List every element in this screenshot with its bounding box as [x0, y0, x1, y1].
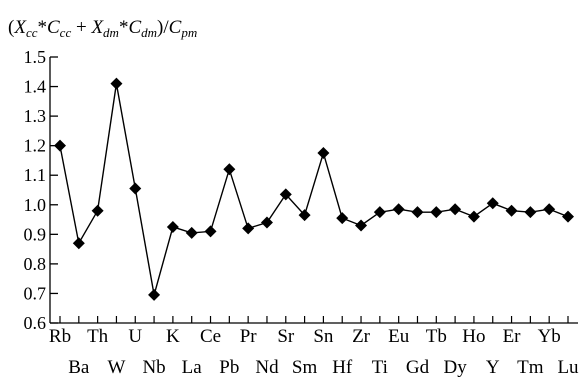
data-point-u	[129, 182, 142, 195]
x-tick-label: Zr	[352, 326, 371, 347]
x-tick-label: Gd	[406, 357, 430, 378]
x-tick-label: Yb	[538, 326, 561, 347]
data-point-eu	[392, 203, 405, 216]
data-point-nd	[260, 216, 273, 229]
y-tick-label: 1.5	[24, 47, 47, 67]
x-tick-label: Sm	[292, 357, 318, 378]
y-tick-label: 1.3	[24, 106, 47, 126]
x-tick-label: Y	[486, 357, 500, 378]
x-tick-label: Dy	[443, 357, 467, 378]
x-tick-label: K	[166, 326, 180, 347]
data-point-ho	[467, 210, 480, 223]
data-point-ti	[373, 206, 386, 219]
x-tick-label: Sr	[277, 326, 295, 347]
data-point-tb	[430, 206, 443, 219]
data-point-k	[166, 220, 179, 233]
y-tick-label: 0.7	[24, 283, 47, 303]
data-point-w	[110, 77, 123, 90]
x-tick-label: Nd	[255, 357, 279, 378]
x-tick-label: Er	[503, 326, 522, 347]
x-tick-label: Tb	[426, 326, 447, 347]
data-point-ce	[204, 225, 217, 238]
data-point-er	[505, 204, 518, 217]
y-tick-label: 0.8	[24, 254, 47, 274]
x-tick-label: Eu	[388, 326, 410, 347]
data-point-la	[185, 226, 198, 239]
data-point-rb	[54, 139, 66, 152]
x-tick-label: U	[128, 326, 142, 347]
x-tick-label: Ti	[372, 357, 388, 378]
data-point-dy	[449, 203, 462, 216]
data-point-nb	[148, 288, 161, 301]
x-tick-label: Ce	[200, 326, 221, 347]
data-point-tm	[524, 206, 537, 219]
x-tick-label: Pb	[219, 357, 239, 378]
y-tick-label: 1.2	[24, 136, 47, 156]
series-line	[59, 83, 569, 296]
x-tick-label: Hf	[332, 357, 353, 378]
x-tick-label: W	[107, 357, 125, 378]
y-tick-label: 1.0	[24, 195, 47, 215]
x-tick-label: Pr	[240, 326, 258, 347]
y-axis: 0.6 0.7 0.8 0.9 1.0 1.1 1.2 1.3 1.4 1.5	[24, 47, 58, 333]
data-point-y	[486, 197, 499, 210]
x-tick-label: Th	[87, 326, 109, 347]
x-tick-label: Ba	[68, 357, 90, 378]
data-point-zr	[355, 219, 368, 232]
x-tick-label: La	[182, 357, 203, 378]
data-point-yb	[543, 203, 556, 216]
data-point-th	[91, 204, 104, 217]
y-tick-label: 1.4	[24, 77, 47, 97]
y-tick-label: 0.9	[24, 224, 47, 244]
data-point-pb	[223, 163, 236, 176]
data-point-sr	[279, 188, 292, 201]
y-tick-label: 0.6	[24, 313, 47, 333]
data-point-sn	[317, 147, 330, 160]
data-point-hf	[336, 212, 349, 225]
series-line-group	[54, 77, 574, 301]
x-tick-label: Tm	[517, 357, 544, 378]
x-tick-label: Ho	[462, 326, 485, 347]
data-point-ba	[72, 237, 85, 250]
x-tick-label: Lu	[557, 357, 579, 378]
x-tick-label: Sn	[313, 326, 334, 347]
data-point-pr	[242, 222, 255, 235]
x-tick-label: Rb	[49, 326, 71, 347]
data-point-sm	[298, 209, 311, 222]
data-point-lu	[562, 210, 574, 223]
data-point-gd	[411, 206, 424, 219]
y-tick-label: 1.1	[24, 165, 47, 185]
y-axis-label: (Xcc*Ccc + Xdm*Cdm)/Cpm	[8, 17, 197, 40]
x-tick-label: Nb	[142, 357, 165, 378]
